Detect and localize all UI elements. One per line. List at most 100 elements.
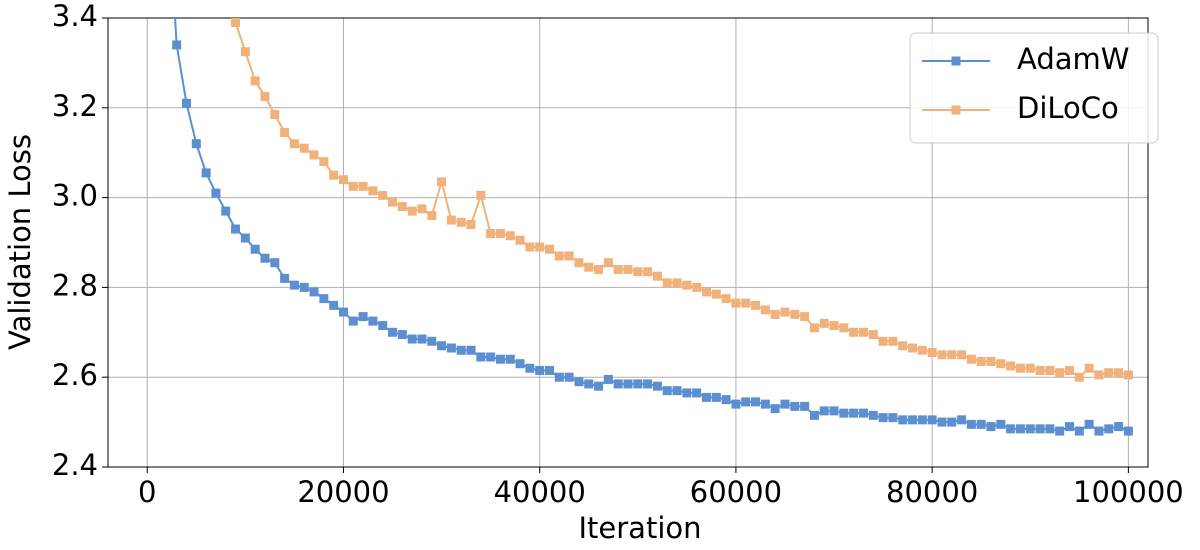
point-marker	[1015, 424, 1025, 434]
point-marker	[535, 365, 545, 375]
point-marker	[888, 336, 898, 346]
point-marker	[378, 190, 388, 200]
point-marker	[898, 341, 908, 351]
point-marker	[260, 253, 270, 263]
x-tick-label: 100000	[1073, 475, 1184, 509]
point-marker	[888, 413, 898, 423]
point-marker	[790, 401, 800, 411]
legend-label: DiLoCo	[1017, 91, 1119, 125]
point-marker	[633, 267, 643, 277]
plot-frame	[107, 17, 1149, 468]
point-marker	[1045, 365, 1055, 375]
point-marker	[701, 392, 711, 402]
point-marker	[731, 298, 741, 308]
point-marker	[623, 264, 633, 274]
y-tick-label: 3.0	[52, 179, 98, 213]
point-marker	[1094, 370, 1104, 380]
point-marker	[1006, 361, 1016, 371]
point-marker	[917, 415, 927, 425]
point-marker	[633, 379, 643, 389]
point-marker	[417, 204, 427, 214]
point-marker	[270, 110, 280, 120]
point-marker	[515, 359, 525, 369]
point-marker	[947, 417, 957, 427]
point-marker	[515, 235, 525, 245]
point-marker	[211, 188, 221, 198]
point-marker	[1074, 426, 1084, 436]
x-tick-label: 0	[138, 475, 156, 509]
point-marker	[505, 231, 515, 241]
point-marker	[947, 350, 957, 360]
point-marker	[594, 381, 604, 391]
point-marker	[809, 323, 819, 333]
point-marker	[1006, 424, 1016, 434]
point-marker	[368, 186, 378, 196]
point-marker	[260, 92, 270, 102]
point-marker	[613, 264, 623, 274]
point-marker	[289, 280, 299, 290]
point-marker	[280, 127, 290, 137]
point-marker	[849, 327, 859, 337]
x-tick-label: 40000	[494, 475, 586, 509]
point-marker	[446, 343, 456, 353]
y-tick-label: 2.4	[52, 448, 98, 482]
point-marker	[908, 343, 918, 353]
point-marker	[780, 399, 790, 409]
point-marker	[1104, 424, 1114, 434]
point-marker	[711, 289, 721, 299]
point-marker	[289, 139, 299, 149]
point-marker	[525, 242, 535, 252]
point-marker	[250, 76, 260, 86]
point-marker	[299, 282, 309, 292]
point-marker	[976, 419, 986, 429]
point-marker	[721, 395, 731, 405]
point-marker	[603, 374, 613, 384]
point-marker	[692, 388, 702, 398]
point-marker	[329, 300, 339, 310]
point-marker	[427, 211, 437, 221]
legend-label: AdamW	[1017, 42, 1129, 76]
point-marker	[564, 251, 574, 261]
point-marker	[1094, 426, 1104, 436]
point-marker	[505, 354, 515, 364]
point-marker	[682, 280, 692, 290]
point-marker	[682, 388, 692, 398]
point-marker	[495, 354, 505, 364]
point-marker	[427, 336, 437, 346]
point-marker	[417, 334, 427, 344]
point-marker	[554, 372, 564, 382]
point-marker	[466, 345, 476, 355]
point-marker	[672, 386, 682, 396]
point-marker	[1084, 419, 1094, 429]
point-marker	[741, 397, 751, 407]
point-marker	[456, 345, 466, 355]
point-marker	[319, 294, 329, 304]
point-marker	[819, 318, 829, 328]
point-marker	[790, 309, 800, 319]
point-marker	[545, 365, 555, 375]
point-marker	[1015, 363, 1025, 373]
point-marker	[594, 264, 604, 274]
point-marker	[613, 379, 623, 389]
point-marker	[1035, 424, 1045, 434]
legend-marker	[951, 56, 961, 66]
point-marker	[957, 350, 967, 360]
point-marker	[348, 316, 358, 326]
x-tick-label: 80000	[886, 475, 978, 509]
point-marker	[388, 197, 398, 207]
point-marker	[996, 419, 1006, 429]
point-marker	[839, 408, 849, 418]
point-marker	[338, 307, 348, 317]
point-marker	[976, 356, 986, 366]
point-marker	[1065, 422, 1075, 432]
point-marker	[652, 381, 662, 391]
point-marker	[584, 262, 594, 272]
point-marker	[1114, 422, 1124, 432]
point-marker	[1025, 363, 1035, 373]
point-marker	[545, 244, 555, 254]
point-marker	[996, 359, 1006, 369]
point-marker	[770, 404, 780, 414]
point-marker	[711, 392, 721, 402]
point-marker	[201, 168, 211, 178]
